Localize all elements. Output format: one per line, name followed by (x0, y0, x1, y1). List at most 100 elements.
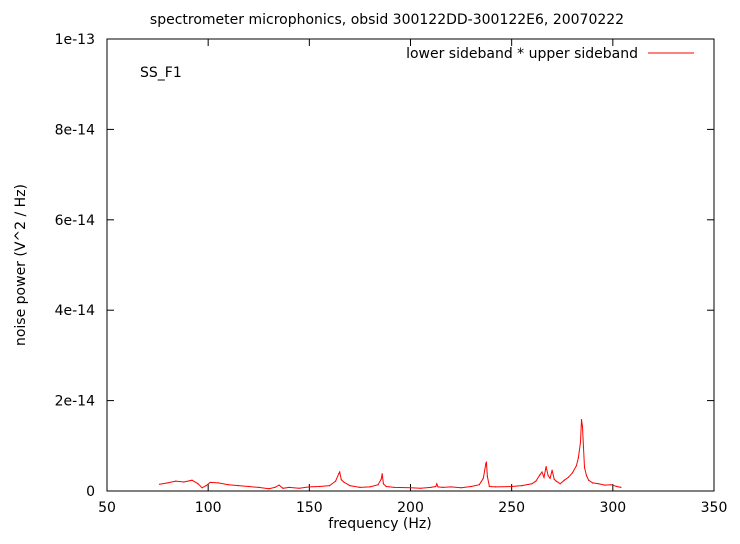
data-point (197, 483, 199, 485)
data-point (258, 486, 260, 488)
x-tick-label: 100 (195, 500, 222, 516)
data-point (581, 426, 584, 428)
data-point (288, 486, 290, 488)
data-point (543, 476, 545, 478)
data-point (553, 478, 555, 480)
data-point (183, 481, 185, 483)
data-point (511, 485, 513, 488)
data-point (551, 469, 553, 471)
data-point (485, 461, 487, 463)
data-point (580, 419, 583, 421)
data-point (282, 487, 284, 489)
data-point (175, 480, 177, 482)
data-point (380, 478, 382, 480)
data-point (549, 477, 551, 479)
legend: lower sideband * upper sideband (406, 46, 694, 62)
data-point (343, 481, 345, 483)
data-point (329, 485, 331, 487)
data-point (585, 475, 588, 477)
data-point (167, 482, 169, 484)
data-point (409, 487, 412, 489)
y-tick-label: 6e-14 (55, 213, 95, 229)
data-point (430, 486, 432, 488)
data-point (541, 471, 543, 473)
data-point (349, 485, 351, 487)
data-point (460, 487, 462, 489)
data-point (620, 486, 622, 488)
data-point (486, 475, 488, 478)
data-point (488, 485, 490, 488)
x-tick-label: 250 (498, 500, 525, 516)
data-point (338, 473, 340, 475)
data-point (377, 484, 379, 486)
data-point (598, 483, 600, 485)
x-tick-label: 300 (599, 500, 626, 516)
data-point (420, 487, 422, 489)
data-point (335, 480, 337, 482)
data-point (563, 479, 565, 481)
data-point (159, 483, 161, 485)
data-point (545, 466, 547, 468)
x-axis-ticks: 50 100 150 200 250 300 350 (98, 39, 727, 516)
data-point (205, 485, 207, 487)
data-point (369, 486, 371, 488)
x-axis-label: frequency (Hz) (328, 516, 431, 532)
data-point (450, 486, 452, 488)
plot-frame (106, 38, 715, 492)
y-axis-ticks: 0 2e-14 4e-14 6e-14 8e-14 1e-13 (55, 32, 714, 500)
series-points (159, 419, 622, 490)
y-tick-label: 0 (86, 484, 95, 500)
data-point (278, 484, 280, 486)
data-point (592, 482, 594, 484)
x-tick-label: 200 (397, 500, 424, 516)
data-point (237, 485, 240, 487)
data-point (339, 471, 341, 473)
data-point (610, 484, 612, 486)
data-point (436, 483, 438, 485)
data-point (485, 463, 487, 465)
data-point (437, 486, 439, 488)
data-point (248, 485, 250, 488)
data-point (567, 476, 569, 478)
data-point (359, 486, 361, 488)
data-point (274, 486, 276, 488)
data-point (616, 485, 618, 488)
data-point (209, 481, 211, 483)
data-point (385, 485, 387, 488)
data-point (268, 488, 270, 490)
data-point (442, 486, 444, 488)
data-point (298, 487, 300, 489)
data-point (555, 480, 557, 482)
chart-title: spectrometer microphonics, obsid 300122D… (150, 12, 624, 28)
data-point (227, 484, 229, 486)
data-point (435, 485, 437, 488)
y-tick-label: 4e-14 (55, 303, 95, 319)
data-point (571, 472, 574, 474)
data-point (381, 473, 383, 475)
data-point (547, 475, 549, 477)
data-point (308, 486, 310, 488)
data-point (588, 479, 590, 481)
data-point (604, 484, 606, 486)
ss-f1-annotation: SS_F1 (140, 65, 182, 81)
x-tick-label: 50 (98, 500, 116, 516)
data-point (191, 479, 193, 481)
series-lower-upper-sideband-line (159, 419, 622, 490)
data-point (494, 486, 497, 488)
data-point (575, 465, 578, 467)
y-tick-label: 1e-13 (55, 32, 95, 48)
x-tick-label: 150 (296, 500, 323, 516)
data-point (482, 477, 484, 479)
data-point (521, 485, 523, 487)
data-point (539, 474, 541, 476)
data-point (382, 483, 384, 485)
data-point (577, 457, 580, 459)
y-tick-label: 8e-14 (55, 122, 95, 138)
data-point (217, 482, 219, 484)
data-point (393, 486, 395, 488)
data-point (478, 484, 480, 486)
data-point (470, 485, 472, 488)
x-tick-label: 350 (701, 500, 728, 516)
